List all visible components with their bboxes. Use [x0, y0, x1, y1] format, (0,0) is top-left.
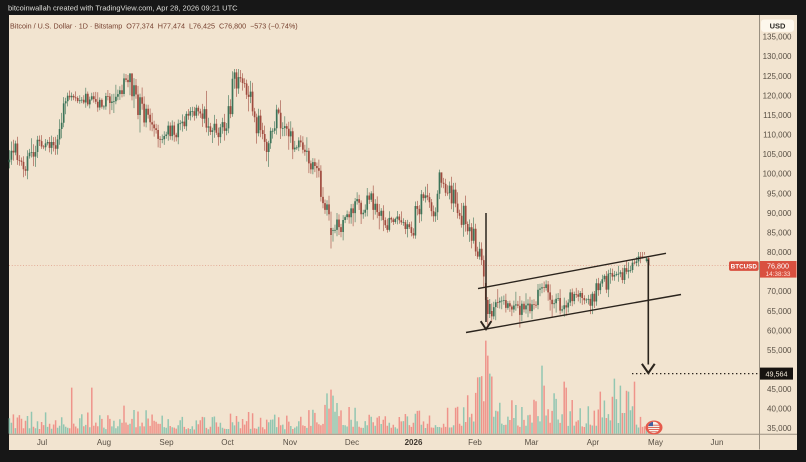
svg-text:90,000: 90,000	[767, 209, 792, 218]
svg-text:Nov: Nov	[283, 438, 297, 447]
svg-text:May: May	[648, 438, 663, 447]
svg-text:49,564: 49,564	[766, 370, 788, 379]
svg-text:BTCUSD: BTCUSD	[731, 264, 758, 271]
svg-text:Feb: Feb	[468, 438, 482, 447]
svg-text:95,000: 95,000	[767, 189, 792, 198]
svg-text:100,000: 100,000	[763, 170, 792, 179]
svg-text:120,000: 120,000	[763, 91, 792, 100]
svg-text:2026: 2026	[405, 438, 423, 447]
svg-text:60,000: 60,000	[767, 326, 792, 335]
svg-text:45,000: 45,000	[767, 385, 792, 394]
svg-text:85,000: 85,000	[767, 228, 792, 237]
svg-text:76,800: 76,800	[767, 261, 789, 270]
svg-text:55,000: 55,000	[767, 346, 792, 355]
svg-text:Aug: Aug	[97, 438, 111, 447]
svg-text:Apr: Apr	[587, 438, 600, 447]
svg-text:Bitcoin / U.S. Dollar · 1D · B: Bitcoin / U.S. Dollar · 1D · Bitstamp O7…	[10, 21, 298, 30]
svg-text:110,000: 110,000	[763, 131, 792, 140]
svg-text:bitcoinwallah created with Tra: bitcoinwallah created with TradingView.c…	[8, 4, 238, 13]
svg-text:115,000: 115,000	[763, 111, 792, 120]
svg-text:Dec: Dec	[345, 438, 359, 447]
svg-text:105,000: 105,000	[763, 150, 792, 159]
svg-text:Sep: Sep	[159, 438, 174, 447]
svg-text:35,000: 35,000	[767, 424, 792, 433]
svg-text:Jun: Jun	[711, 438, 724, 447]
svg-text:130,000: 130,000	[763, 52, 792, 61]
svg-text:135,000: 135,000	[763, 33, 792, 42]
svg-text:40,000: 40,000	[767, 405, 792, 414]
svg-text:125,000: 125,000	[763, 72, 792, 81]
svg-text:80,000: 80,000	[767, 248, 792, 257]
svg-text:USD: USD	[770, 22, 786, 31]
svg-text:14:38:33: 14:38:33	[766, 271, 791, 278]
svg-text:Mar: Mar	[525, 438, 539, 447]
svg-text:Oct: Oct	[221, 438, 234, 447]
svg-text:70,000: 70,000	[767, 287, 792, 296]
svg-text:65,000: 65,000	[767, 307, 792, 316]
svg-text:Jul: Jul	[37, 438, 47, 447]
